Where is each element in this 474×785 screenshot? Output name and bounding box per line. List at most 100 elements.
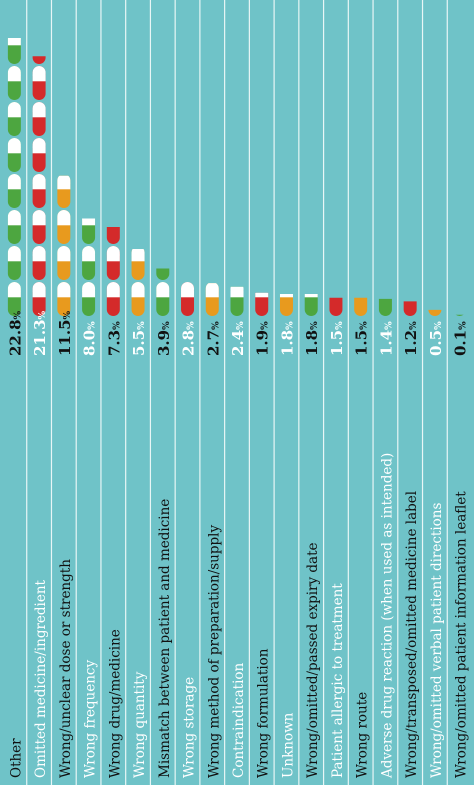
pill-cap-join	[131, 290, 145, 298]
pill	[7, 102, 21, 136]
value-unit: %	[88, 321, 98, 330]
pill	[131, 282, 145, 316]
pill-bar	[403, 301, 417, 316]
pill-cap-join	[7, 38, 21, 46]
pill	[82, 246, 96, 280]
value-number: 3.9	[155, 330, 173, 356]
pill-bar	[156, 268, 170, 316]
category-label: Other	[8, 738, 24, 778]
pill	[428, 309, 442, 316]
category-label: Wrong route	[355, 692, 371, 778]
value-number: 0.5	[427, 330, 445, 356]
pill	[57, 282, 71, 316]
pill	[32, 56, 46, 64]
pill	[205, 283, 219, 316]
pill	[156, 268, 170, 280]
value-unit: %	[187, 321, 197, 330]
pill-cap-join	[106, 254, 120, 262]
value-label: 11.5%	[56, 310, 74, 356]
value-unit: %	[384, 321, 394, 330]
pill-cap-join	[32, 182, 46, 190]
pill-cap-join	[32, 254, 46, 262]
pill	[7, 174, 21, 208]
category-label: Wrong/unclear dose or strength	[58, 559, 74, 778]
category-label: Wrong/transposed/omitted medicine label	[404, 491, 420, 778]
value-label: 22.8%	[6, 310, 24, 356]
category-labels: Other Omitted medicine/ingredient Wrong/un…	[8, 453, 469, 779]
pill-cap-join	[57, 254, 71, 262]
value-unit: %	[13, 310, 23, 319]
value-number: 5.5	[130, 330, 148, 356]
category-label: Wrong quantity	[132, 671, 148, 778]
pill	[32, 210, 46, 244]
value-unit: %	[211, 321, 221, 330]
pill-bar	[255, 292, 269, 316]
value-unit: %	[162, 321, 172, 330]
value-unit: %	[310, 321, 320, 330]
pill-cap-join	[156, 290, 170, 298]
pill-cap-join	[57, 218, 71, 226]
value-unit: %	[236, 321, 246, 330]
value-label: 2.8%	[180, 321, 198, 356]
pill	[455, 314, 464, 316]
pill	[32, 138, 46, 172]
pill	[255, 292, 269, 316]
pill	[106, 246, 120, 280]
pill-shell	[304, 294, 318, 316]
value-number: 1.8	[278, 330, 296, 356]
value-unit: %	[38, 310, 48, 319]
pill-bar	[131, 248, 145, 316]
pill-shell	[403, 301, 417, 316]
category-label: Unknown	[280, 712, 296, 778]
value-number: 21.3	[31, 319, 49, 356]
pill	[329, 297, 343, 316]
value-labels: 22.8%21.3%11.5%8.0%7.3%5.5%3.9%2.8%2.7%2…	[6, 310, 469, 356]
pill-cap-join	[279, 294, 293, 298]
pill-cap-join	[32, 218, 46, 226]
value-label: 2.7%	[204, 321, 222, 356]
category-label: Adverse drug reaction (when used as inte…	[379, 453, 395, 779]
pill	[7, 66, 21, 100]
value-unit: %	[63, 310, 73, 319]
value-label: 5.5%	[130, 321, 148, 356]
pill-cap-join	[304, 294, 318, 298]
pill-bar	[181, 282, 195, 316]
value-number: 7.3	[105, 330, 123, 356]
pill-bar	[205, 283, 219, 316]
category-label: Wrong/omitted patient information leafle…	[454, 491, 470, 778]
pill-cap-join	[230, 290, 244, 298]
pill	[7, 138, 21, 172]
category-label: Wrong/omitted/passed expiry date	[305, 542, 321, 778]
pill	[403, 301, 417, 316]
value-unit: %	[285, 321, 295, 330]
category-label: Wrong storage	[182, 677, 198, 778]
pill	[304, 294, 318, 316]
value-unit: %	[335, 321, 345, 330]
pill	[378, 298, 392, 316]
pill-cap-join	[82, 290, 96, 298]
pill-cap-join	[57, 182, 71, 190]
pill-cap-join	[32, 146, 46, 154]
pill	[7, 246, 21, 280]
category-label: Mismatch between patient and medicine	[157, 499, 173, 778]
category-label: Omitted medicine/ingredient	[33, 579, 49, 778]
pill-cap-join	[131, 254, 145, 262]
value-label: 1.8%	[278, 321, 296, 356]
pill-cap-join	[7, 218, 21, 226]
pill-cap-join	[7, 74, 21, 82]
value-number: 8.0	[81, 330, 99, 356]
pill-shell	[329, 297, 343, 316]
value-label: 21.3%	[31, 310, 49, 356]
pill	[32, 246, 46, 280]
pill	[32, 102, 46, 136]
value-label: 1.2%	[402, 321, 420, 356]
value-unit: %	[409, 321, 419, 330]
pill-cap-join	[32, 290, 46, 298]
pill-cap-join	[7, 182, 21, 190]
pill	[156, 282, 170, 316]
value-number: 1.5	[353, 330, 371, 356]
category-label: Patient allergic to treatment	[330, 583, 346, 778]
row-dividers	[26, 0, 448, 785]
pill-bar	[82, 218, 96, 316]
